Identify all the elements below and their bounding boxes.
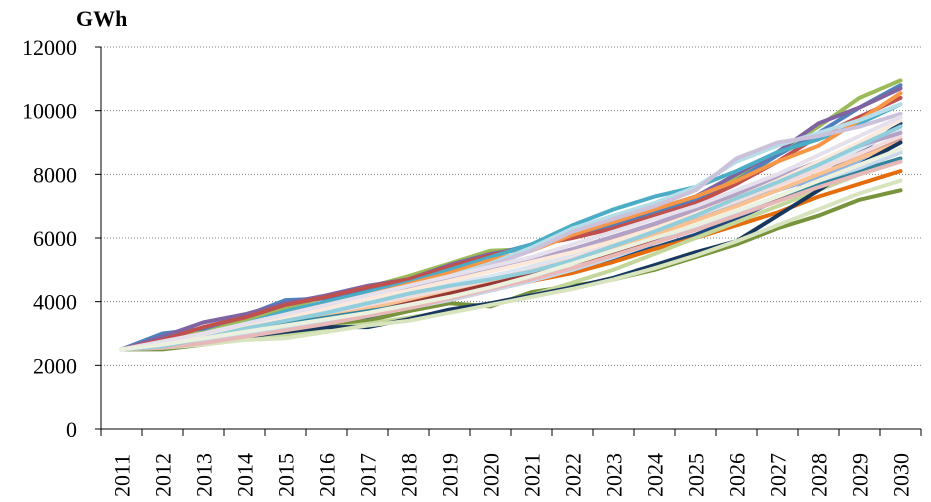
x-tick-label: 2025	[684, 453, 709, 497]
x-tick-label: 2013	[192, 453, 217, 497]
x-tick-label: 2030	[889, 453, 914, 497]
y-tick-label: 12000	[22, 35, 77, 60]
y-tick-labels: 0 2000 4000 6000 8000 10000 12000	[22, 35, 77, 442]
y-tick-label: 0	[66, 417, 77, 442]
x-tick-label: 2022	[561, 453, 586, 497]
y-tick-label: 8000	[33, 162, 77, 187]
axes	[95, 46, 922, 436]
y-tick-label: 2000	[33, 353, 77, 378]
series-line-22	[119, 178, 903, 352]
series-lines	[119, 78, 903, 352]
series-line-26	[119, 115, 903, 352]
x-tick-label: 2029	[848, 453, 873, 497]
x-tick-label: 2018	[397, 453, 422, 497]
series-line-24	[119, 159, 903, 352]
series-line-3	[119, 86, 903, 352]
x-tick-label: 2014	[233, 453, 258, 497]
x-tick-label: 2021	[520, 453, 545, 497]
x-tick-label: 2023	[602, 453, 627, 497]
y-tick-label: 6000	[33, 226, 77, 251]
x-tick-labels: 2011 2012 2013 2014 2015 2016 2017 2018 2019 2020…	[110, 453, 914, 497]
series-line-27	[119, 124, 903, 352]
x-tick-label: 2016	[315, 453, 340, 497]
x-tick-label: 2027	[766, 453, 791, 497]
x-tick-label: 2015	[274, 453, 299, 497]
x-tick-label: 2026	[725, 453, 750, 497]
x-tick-label: 2028	[807, 453, 832, 497]
y-axis-unit-label: GWh	[76, 6, 128, 31]
series-line-1	[119, 78, 903, 352]
x-tick-label: 2011	[110, 454, 135, 497]
x-tick-label: 2020	[479, 453, 504, 497]
series-line-28	[119, 146, 903, 352]
y-tick-label: 10000	[22, 99, 77, 124]
x-tick-label: 2017	[356, 453, 381, 497]
x-tick-label: 2024	[643, 453, 668, 497]
x-tick-label: 2019	[438, 453, 463, 497]
x-tick-label: 2012	[151, 453, 176, 497]
y-tick-label: 4000	[33, 290, 77, 315]
series-line-2	[119, 83, 903, 352]
